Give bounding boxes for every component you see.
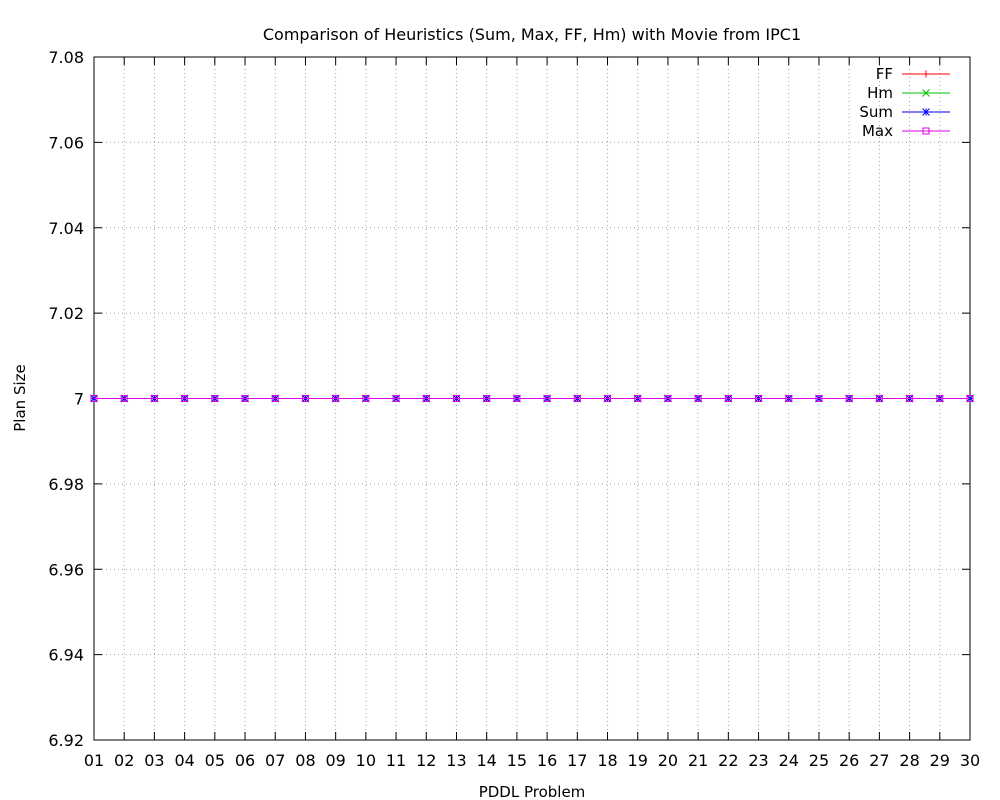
- data-point: [785, 395, 793, 402]
- legend-label: Sum: [859, 103, 893, 121]
- data-point: [392, 395, 400, 402]
- data-point: [724, 395, 732, 402]
- data-point: [906, 395, 914, 402]
- x-tick-label: 05: [205, 751, 225, 770]
- x-tick-label: 17: [567, 751, 587, 770]
- x-tick-label: 12: [416, 751, 436, 770]
- x-tick-label: 04: [174, 751, 194, 770]
- x-tick-label: 09: [325, 751, 345, 770]
- y-tick-label: 6.98: [48, 475, 84, 494]
- legend-item-max: Max: [862, 122, 950, 140]
- x-tick-label: 11: [386, 751, 406, 770]
- y-tick-label: 7.04: [48, 219, 84, 238]
- x-tick-label: 07: [265, 751, 285, 770]
- y-tick-label: 7.08: [48, 48, 84, 67]
- data-point: [332, 395, 340, 402]
- y-tick-label: 7.06: [48, 133, 84, 152]
- x-tick-label: 20: [658, 751, 678, 770]
- data-point: [694, 395, 702, 402]
- x-tick-label: 21: [688, 751, 708, 770]
- x-tick-label: 16: [537, 751, 557, 770]
- legend-item-ff: FF: [876, 65, 950, 83]
- x-tick-label: 26: [839, 751, 859, 770]
- y-tick-label: 6.92: [48, 731, 84, 750]
- x-tick-label: 29: [930, 751, 950, 770]
- data-point: [936, 395, 944, 402]
- data-point: [211, 395, 219, 402]
- data-point: [845, 395, 853, 402]
- data-point: [90, 395, 98, 402]
- y-tick-label: 6.94: [48, 646, 84, 665]
- x-tick-label: 23: [748, 751, 768, 770]
- axis-ticks: 6.92 6.94 6.96 6.98 7 7.02 7.04 7.06 7.08 01 02 03 0…: [48, 48, 980, 770]
- x-tick-label: 13: [446, 751, 466, 770]
- y-tick-label: 6.96: [48, 560, 84, 579]
- x-tick-label: 19: [628, 751, 648, 770]
- legend-item-hm: Hm: [867, 84, 950, 102]
- legend-marker: [922, 127, 930, 135]
- data-point: [452, 395, 460, 402]
- x-tick-label: 28: [899, 751, 919, 770]
- data-point: [604, 395, 612, 402]
- x-tick-label: 30: [960, 751, 980, 770]
- x-tick-label: 15: [507, 751, 527, 770]
- x-tick-label: 03: [144, 751, 164, 770]
- data-point: [150, 395, 158, 402]
- legend-marker: [922, 108, 930, 116]
- data-point: [634, 395, 642, 402]
- data-point: [543, 395, 551, 402]
- legend-marker: [922, 89, 930, 97]
- data-point: [875, 395, 883, 402]
- x-tick-label: 08: [295, 751, 315, 770]
- data-point: [664, 395, 672, 402]
- y-tick-label: 7.02: [48, 304, 84, 323]
- x-tick-label: 01: [84, 751, 104, 770]
- x-tick-label: 27: [869, 751, 889, 770]
- y-axis-label: Plan Size: [11, 364, 29, 431]
- series-layer: [90, 394, 974, 403]
- x-tick-label: 14: [477, 751, 497, 770]
- chart-title: Comparison of Heuristics (Sum, Max, FF, …: [263, 25, 801, 44]
- legend-marker: [922, 70, 930, 78]
- data-point: [422, 395, 430, 402]
- data-point: [513, 395, 521, 402]
- x-tick-label: 24: [779, 751, 799, 770]
- data-point: [181, 395, 189, 402]
- x-tick-label: 10: [356, 751, 376, 770]
- data-point: [483, 395, 491, 402]
- y-tick-label: 7: [74, 390, 84, 409]
- legend-label: Hm: [867, 84, 893, 102]
- x-tick-label: 22: [718, 751, 738, 770]
- data-point: [301, 395, 309, 402]
- x-tick-label: 25: [809, 751, 829, 770]
- data-point: [362, 395, 370, 402]
- data-point: [815, 395, 823, 402]
- data-point: [966, 395, 974, 402]
- x-tick-label: 18: [597, 751, 617, 770]
- data-point: [755, 395, 763, 402]
- x-tick-label: 06: [235, 751, 255, 770]
- x-tick-label: 02: [114, 751, 134, 770]
- legend-label: Max: [862, 122, 893, 140]
- data-point: [573, 395, 581, 402]
- data-point: [120, 395, 128, 402]
- x-axis-label: PDDL Problem: [479, 783, 586, 800]
- series-max: [90, 395, 974, 402]
- legend-item-sum: Sum: [859, 103, 950, 121]
- data-point: [241, 395, 249, 402]
- data-point: [271, 395, 279, 402]
- legend-label: FF: [876, 65, 893, 83]
